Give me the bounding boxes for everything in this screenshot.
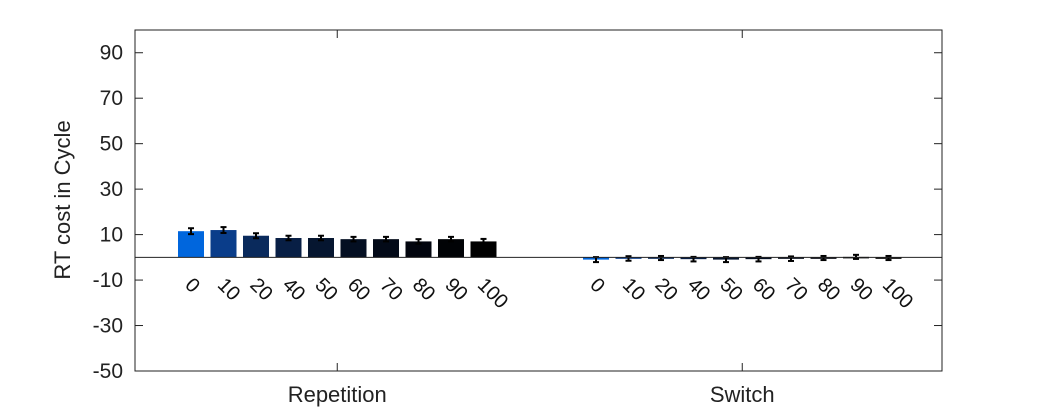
bar-group-switch	[583, 253, 902, 264]
bar-groups	[178, 226, 902, 264]
bar	[178, 231, 204, 258]
bar	[210, 230, 237, 258]
bar	[405, 241, 432, 258]
y-axis-label: RT cost in Cycle	[50, 120, 75, 279]
bar	[470, 241, 497, 258]
bar	[243, 235, 269, 258]
y-tick-label: 70	[100, 87, 123, 110]
bar	[308, 238, 334, 258]
x-axis-ticks: Repetition Switch	[288, 30, 775, 407]
bar	[340, 239, 367, 258]
bar-group-repetition	[178, 226, 497, 258]
x-group-label: Repetition	[288, 382, 387, 407]
y-tick-label: 90	[100, 42, 123, 65]
y-tick-label: 10	[100, 224, 123, 247]
y-tick-label: -50	[93, 360, 123, 383]
y-tick-label: -30	[93, 315, 123, 338]
bar	[438, 239, 464, 258]
y-tick-label: 30	[100, 178, 123, 201]
x-group-label: Switch	[710, 382, 775, 407]
plot-area	[134, 29, 943, 372]
y-axis-ticks: -50 -30 -10 10 30 50 70 90	[93, 42, 942, 383]
y-tick-label: -10	[93, 269, 123, 292]
bar	[373, 239, 399, 258]
y-tick-label: 50	[100, 133, 123, 156]
bar	[275, 238, 302, 258]
